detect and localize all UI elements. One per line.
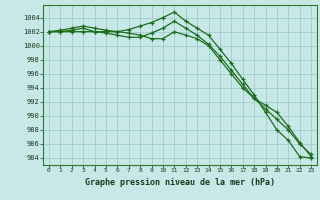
X-axis label: Graphe pression niveau de la mer (hPa): Graphe pression niveau de la mer (hPa) <box>85 178 275 187</box>
